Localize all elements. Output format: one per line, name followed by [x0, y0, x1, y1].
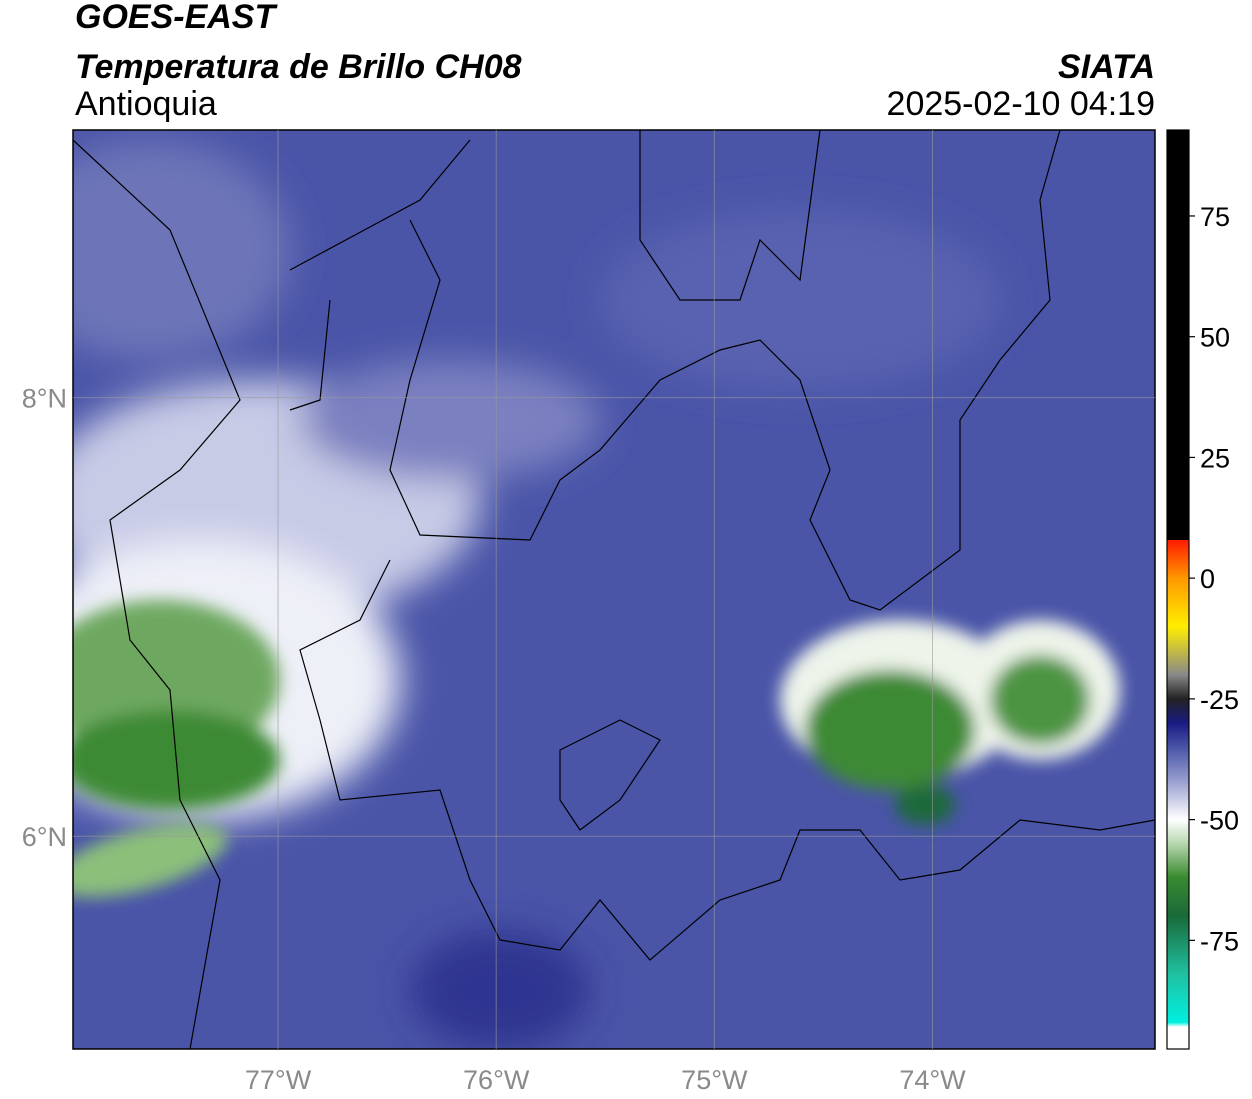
lon-tick-label: 77°W — [245, 1065, 312, 1095]
colorbar-tick-label: -50 — [1200, 806, 1239, 836]
colorbar-tick-label: 0 — [1200, 564, 1215, 594]
colorbar-tick-label: -75 — [1200, 926, 1239, 956]
region: Antioquia — [75, 85, 217, 123]
title: GOES-EAST — [75, 0, 278, 36]
lon-tick-label: 74°W — [899, 1065, 966, 1095]
map-frame — [72, 129, 1156, 1050]
lon-tick-label: 76°W — [463, 1065, 530, 1095]
colorbar — [1166, 129, 1190, 1050]
lat-tick-label: 6°N — [22, 822, 67, 852]
map-image — [73, 130, 1155, 1049]
lat-tick-label: 8°N — [22, 384, 67, 414]
colorbar-tick-label: 25 — [1200, 443, 1230, 473]
colorbar-tick-label: -25 — [1200, 685, 1239, 715]
colorbar-tick-label: 50 — [1200, 323, 1230, 353]
colorbar-tick-label: 75 — [1200, 202, 1230, 232]
source: SIATA — [1058, 48, 1155, 86]
subtitle: Temperatura de Brillo CH08 — [75, 48, 522, 86]
lon-tick-label: 75°W — [681, 1065, 748, 1095]
datetime: 2025-02-10 04:19 — [887, 85, 1155, 123]
